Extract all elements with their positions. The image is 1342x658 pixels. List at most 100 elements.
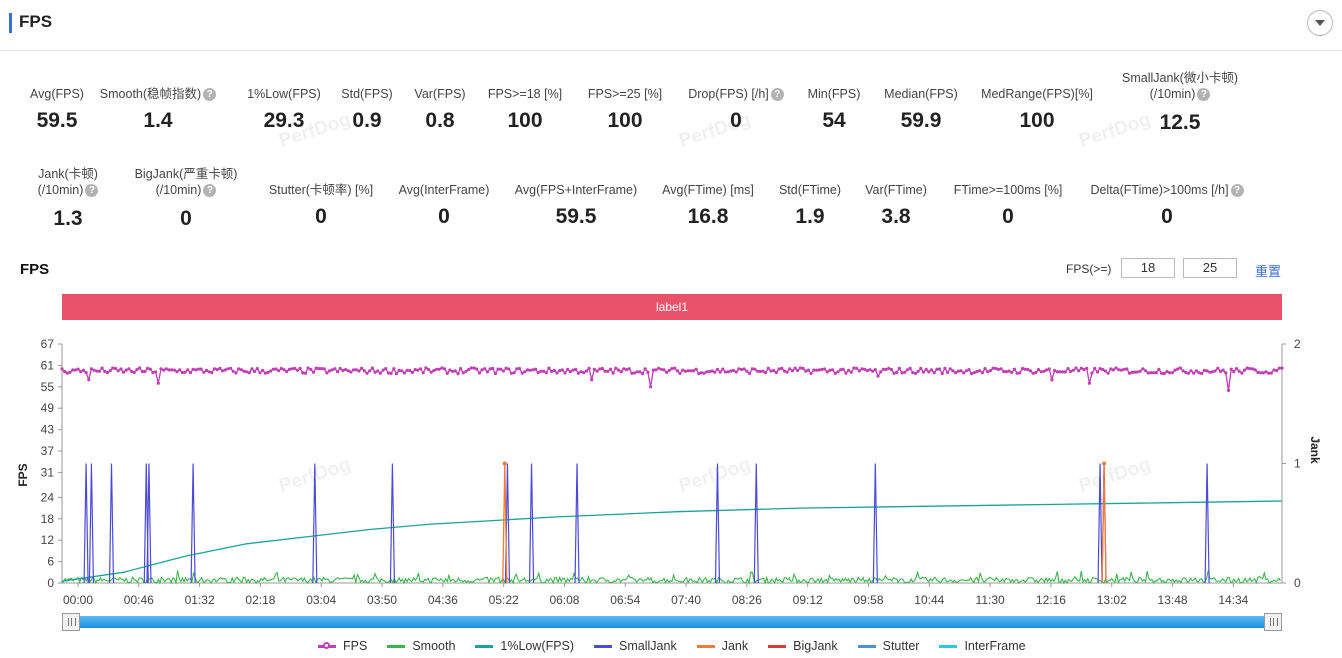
fps-point bbox=[1202, 368, 1206, 372]
fps-point bbox=[167, 368, 171, 372]
fps-point bbox=[1269, 371, 1273, 375]
y2-axis-label: Jank bbox=[1308, 436, 1322, 464]
fps-point bbox=[330, 368, 334, 372]
slider-track[interactable] bbox=[72, 616, 1272, 628]
legend-item-jank[interactable]: Jank bbox=[696, 638, 748, 654]
metric-label-line2: (/10min)? bbox=[1080, 86, 1280, 102]
fps-point bbox=[63, 370, 67, 374]
jank-spike bbox=[1101, 463, 1107, 584]
legend-item-smooth[interactable]: Smooth bbox=[387, 638, 455, 654]
metric-smooth: Smooth(稳帧指数)? 1.4 bbox=[58, 86, 258, 133]
fps-point bbox=[1170, 371, 1174, 375]
fps-point bbox=[1026, 367, 1030, 372]
fps-point bbox=[103, 369, 107, 374]
fps-point bbox=[702, 371, 706, 375]
legend-item-interframe[interactable]: InterFrame bbox=[939, 638, 1026, 654]
fps-point bbox=[515, 367, 519, 371]
fps-point bbox=[95, 369, 99, 373]
metric-label: Min(FPS) bbox=[807, 87, 861, 101]
legend-item-stutter[interactable]: Stutter bbox=[857, 638, 919, 654]
fps-point bbox=[913, 371, 918, 375]
collapse-button[interactable] bbox=[1307, 10, 1333, 36]
smalljank-spike bbox=[753, 463, 759, 584]
metric-1-low-fps: 1%Low(FPS) 29.3 bbox=[184, 86, 384, 133]
legend-swatch bbox=[475, 644, 494, 648]
metric-var-ftime: Var(FTime) 3.8 bbox=[796, 182, 996, 229]
fps-point bbox=[528, 368, 532, 372]
metric-value: 1.9 bbox=[795, 205, 825, 228]
fps-point bbox=[924, 367, 928, 371]
help-icon[interactable]: ? bbox=[203, 184, 217, 197]
metric-std-fps: Std(FPS) 0.9 bbox=[267, 86, 467, 133]
fps-point bbox=[964, 369, 968, 373]
fps-point bbox=[635, 370, 639, 374]
fps-point bbox=[1232, 370, 1236, 374]
fps-point bbox=[627, 367, 631, 371]
fps-point bbox=[1272, 368, 1276, 372]
x-tick-label: 14:34 bbox=[1218, 593, 1248, 607]
help-icon[interactable]: ? bbox=[1197, 88, 1211, 101]
fps-point bbox=[105, 371, 110, 375]
fps-point bbox=[972, 371, 976, 375]
slider-left-handle[interactable] bbox=[62, 613, 80, 631]
y-tick-label: 31 bbox=[41, 465, 55, 479]
fps-point bbox=[657, 366, 661, 370]
fps-point bbox=[451, 369, 455, 373]
slider-right-handle[interactable] bbox=[1264, 613, 1282, 631]
legend-item-fps[interactable]: FPS bbox=[318, 638, 367, 654]
fps-point bbox=[263, 371, 267, 375]
smalljank-spike bbox=[108, 463, 115, 584]
fps-point bbox=[571, 368, 575, 372]
fps-point bbox=[841, 367, 845, 371]
fps-point bbox=[394, 372, 398, 376]
fps-point bbox=[632, 371, 637, 375]
fps-point bbox=[504, 366, 508, 370]
fps-point bbox=[809, 371, 813, 376]
fps-point bbox=[389, 371, 393, 375]
fps-point bbox=[1015, 371, 1019, 375]
metric-label: MedRange(FPS)[%] bbox=[981, 87, 1093, 101]
fps-threshold-1-input[interactable]: 18 bbox=[1121, 258, 1175, 278]
metric-avg-ftime-ms: Avg(FTime) [ms] 16.8 bbox=[608, 182, 808, 229]
fps-point bbox=[397, 368, 401, 373]
y-tick-label: 12 bbox=[41, 533, 55, 547]
fps-point bbox=[520, 371, 524, 375]
fps-point bbox=[576, 371, 581, 375]
reset-button[interactable]: 重置 bbox=[1255, 264, 1282, 279]
fps-point bbox=[879, 370, 883, 374]
fps-point bbox=[76, 367, 80, 371]
help-icon[interactable]: ? bbox=[85, 184, 99, 197]
fps-point bbox=[279, 366, 283, 371]
fps-point bbox=[384, 367, 388, 371]
fps-threshold-2-input[interactable]: 25 bbox=[1183, 258, 1237, 278]
fps-point bbox=[796, 368, 800, 373]
smalljank-spike bbox=[1097, 463, 1103, 584]
legend-item-smalljank[interactable]: SmallJank bbox=[594, 638, 677, 654]
time-range-slider[interactable] bbox=[62, 613, 1282, 631]
metric-value: 0 bbox=[180, 207, 192, 230]
fps-point bbox=[231, 369, 235, 373]
fps-point bbox=[154, 370, 158, 374]
fps-point bbox=[344, 368, 348, 372]
fps-point bbox=[566, 367, 570, 371]
help-icon[interactable]: ? bbox=[1230, 184, 1244, 197]
legend-item-1-low-fps-[interactable]: 1%Low(FPS) bbox=[475, 638, 574, 654]
label-band[interactable]: label1 bbox=[62, 294, 1282, 320]
legend-item-bigjank[interactable]: BigJank bbox=[768, 638, 838, 654]
fps-point bbox=[207, 370, 211, 374]
fps-point bbox=[493, 371, 497, 376]
fps-point bbox=[1237, 369, 1241, 373]
fps-point bbox=[753, 367, 757, 371]
fps-point bbox=[218, 366, 222, 370]
y-tick-label: 37 bbox=[41, 444, 55, 458]
help-icon[interactable]: ? bbox=[203, 88, 217, 101]
fps-point bbox=[552, 368, 556, 373]
fps-point bbox=[940, 371, 944, 376]
help-icon[interactable]: ? bbox=[770, 88, 784, 101]
fps-point bbox=[852, 366, 856, 370]
smalljank-spike bbox=[146, 463, 152, 584]
fps-point bbox=[531, 368, 535, 372]
fps-point bbox=[1226, 388, 1231, 392]
fps-point bbox=[780, 366, 784, 370]
